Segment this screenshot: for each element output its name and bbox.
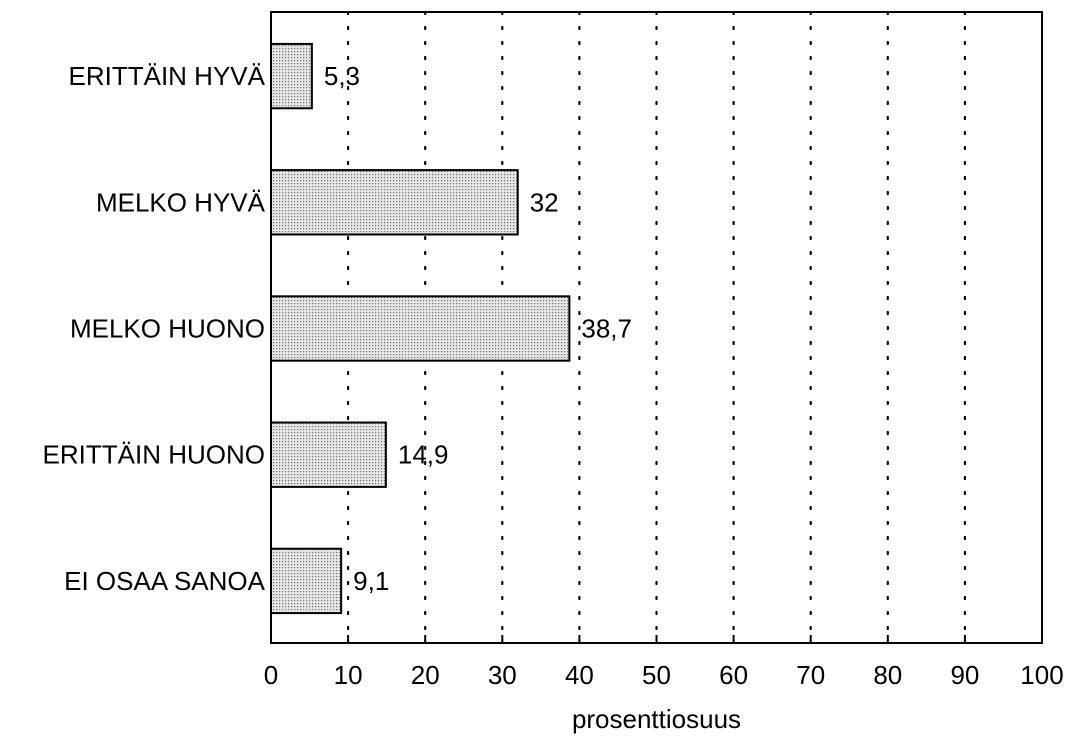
bars: [270, 42, 571, 615]
x-tick-label-20: 20: [411, 660, 440, 690]
value-label-4: 9,1: [353, 566, 389, 596]
category-label-4: EI OSAA SANOA: [64, 566, 266, 596]
x-tick-label-40: 40: [565, 660, 594, 690]
x-axis-title: prosenttiosuus: [572, 704, 741, 734]
x-tick-label-30: 30: [488, 660, 517, 690]
bar-0: [270, 42, 313, 110]
x-tick-label-50: 50: [642, 660, 671, 690]
value-label-3: 14,9: [398, 440, 449, 470]
x-tick-label-70: 70: [796, 660, 825, 690]
value-labels: 5,3 32 38,7 14,9 9,1: [324, 61, 632, 596]
category-label-2: MELKO HUONO: [70, 314, 265, 344]
category-label-1: MELKO HYVÄ: [96, 187, 266, 217]
x-tick-label-100: 100: [1020, 660, 1063, 690]
bar-2: [270, 295, 571, 362]
category-label-0: ERITTÄIN HYVÄ: [69, 61, 266, 91]
x-axis-ticks: 0 10 20 30 40 50 60 70 80 90 100: [264, 635, 1064, 690]
grid-lines: [347, 10, 967, 645]
bar-3: [270, 421, 387, 488]
value-label-2: 38,7: [581, 314, 632, 344]
value-label-1: 32: [530, 187, 559, 217]
category-labels: ERITTÄIN HYVÄ MELKO HYVÄ MELKO HUONO ERITTÄ…: [43, 61, 266, 596]
x-tick-label-10: 10: [334, 660, 363, 690]
category-label-3: ERITTÄIN HUONO: [43, 440, 265, 470]
x-tick-label-80: 80: [873, 660, 902, 690]
x-tick-label-0: 0: [264, 660, 278, 690]
x-tick-label-60: 60: [719, 660, 748, 690]
bar-1: [270, 169, 519, 236]
value-label-0: 5,3: [324, 61, 360, 91]
x-tick-label-90: 90: [950, 660, 979, 690]
bar-4: [270, 547, 343, 615]
